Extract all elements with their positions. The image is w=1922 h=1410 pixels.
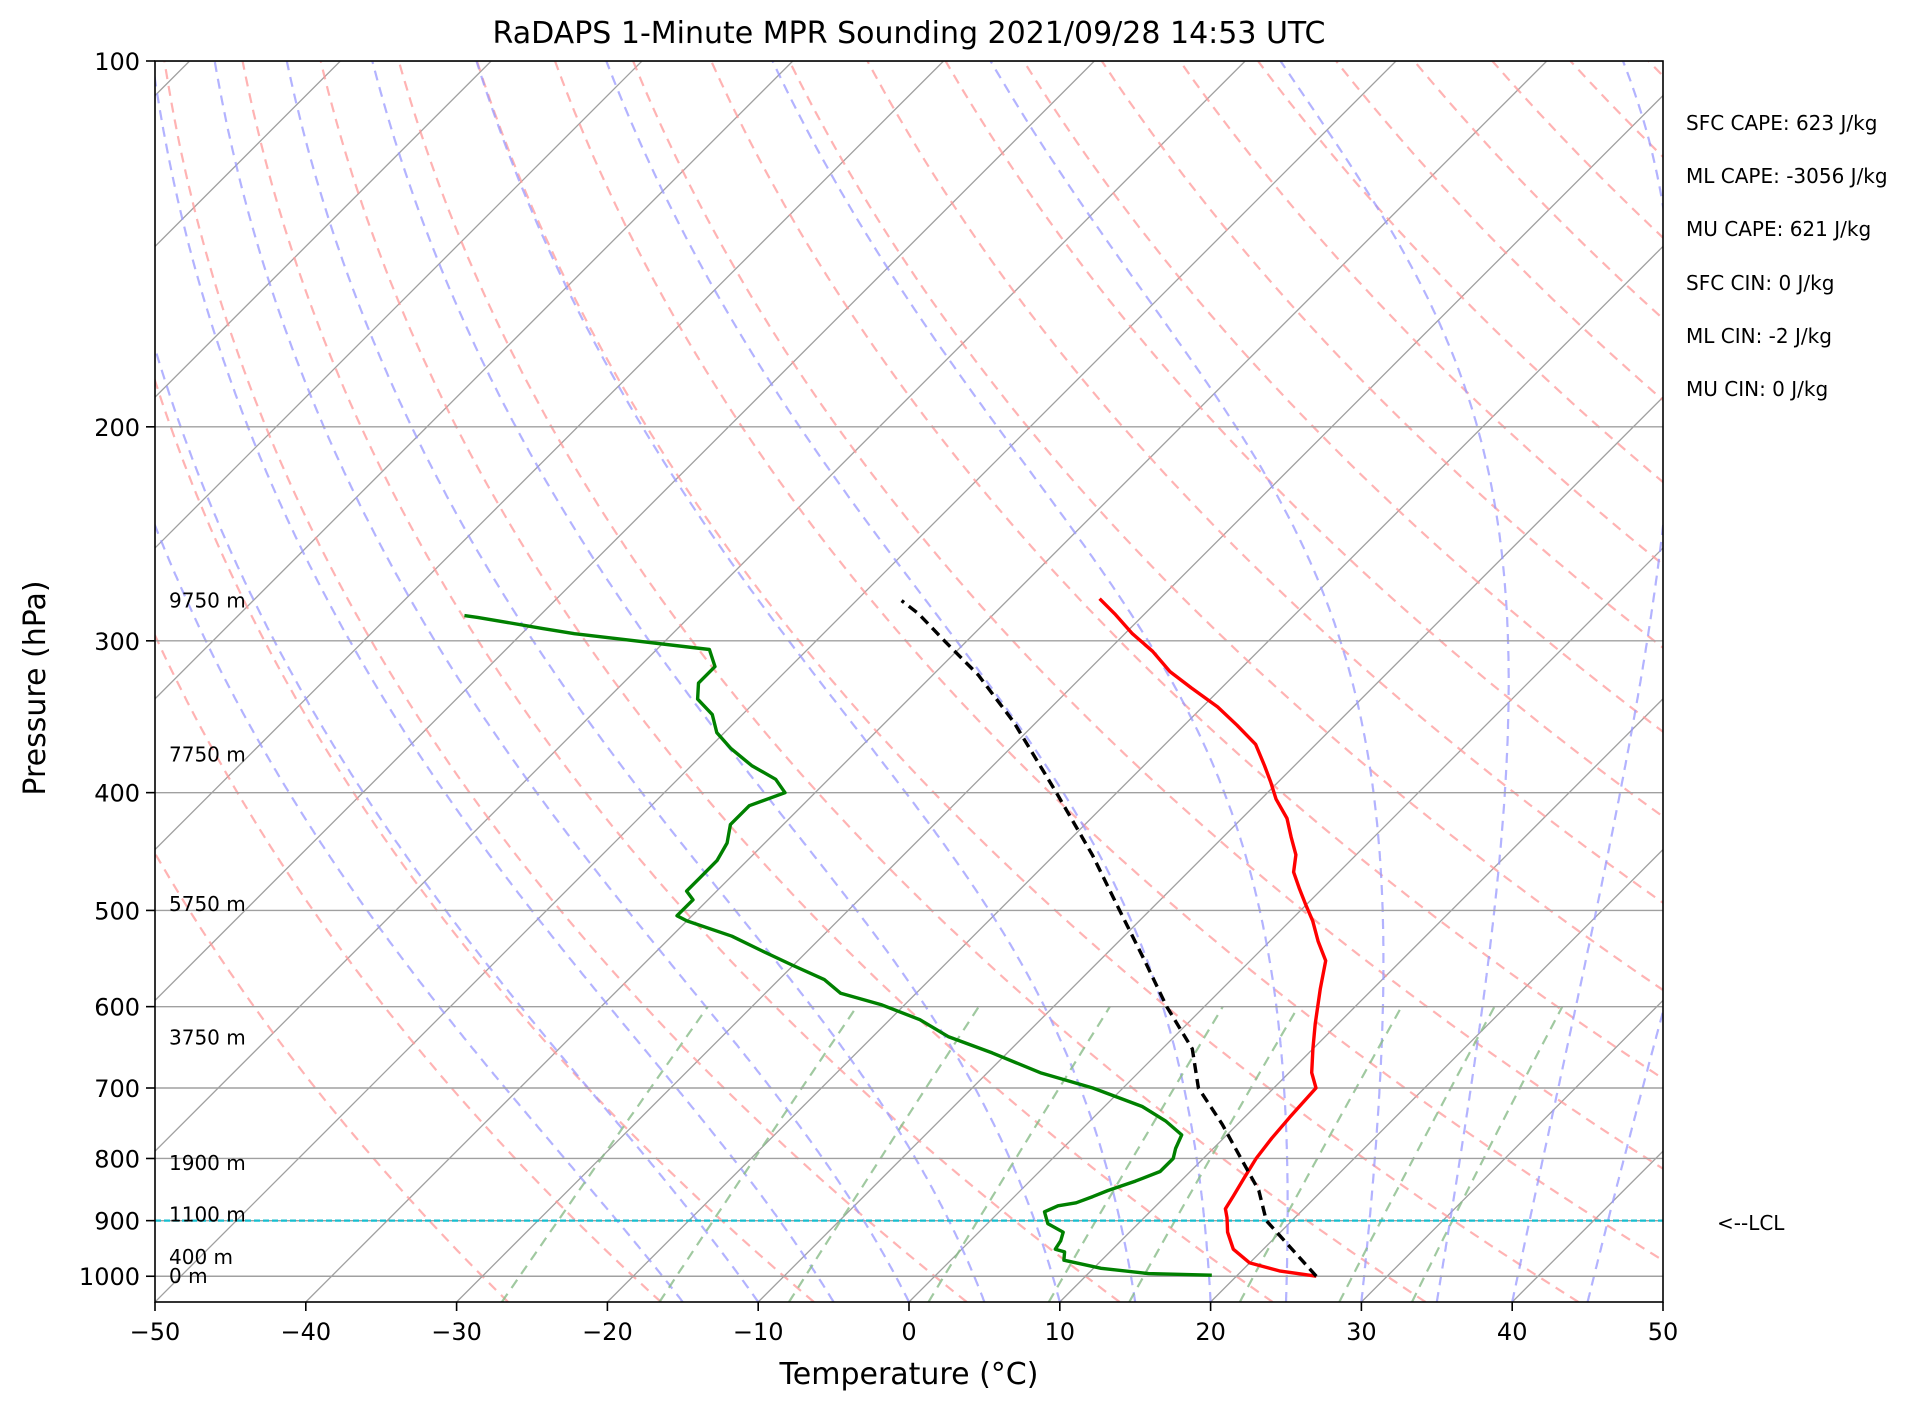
x-tick-label: 0 bbox=[901, 1318, 916, 1346]
x-axis-label: Temperature (°C) bbox=[779, 1357, 1039, 1392]
moist-adiabat-line bbox=[47, 61, 683, 1302]
height-label: 5750 m bbox=[169, 892, 246, 916]
mu-cape-annotation: MU CAPE: 621 J/kg bbox=[1686, 217, 1871, 241]
y-tick-label: 1000 bbox=[79, 1263, 140, 1291]
y-tick-label: 500 bbox=[94, 897, 140, 925]
height-label: 400 m bbox=[169, 1245, 233, 1269]
isotherm-line bbox=[1211, 61, 1922, 1302]
dry-adiabat-line bbox=[711, 61, 1922, 1302]
dry-adiabat-line bbox=[86, 61, 814, 1302]
moist-adiabat-line bbox=[1588, 61, 1890, 1302]
dry-adiabat-line bbox=[555, 61, 1731, 1302]
dry-adiabat-line bbox=[1649, 61, 1922, 1302]
sfc-cin-annotation: SFC CIN: 0 J/kg bbox=[1686, 271, 1834, 295]
isotherm-line bbox=[0, 61, 793, 1302]
y-tick-label: 100 bbox=[94, 48, 140, 76]
isotherm-line bbox=[1512, 61, 1922, 1302]
mixing-ratio-line bbox=[1129, 1007, 1298, 1302]
mixing-ratio-line bbox=[660, 1007, 857, 1302]
dry-adiabat-line bbox=[1570, 61, 1922, 1302]
cape-cin-annotations: SFC CAPE: 623 J/kg ML CAPE: -3056 J/kg M… bbox=[1686, 111, 1888, 401]
mixing-ratio-line bbox=[1412, 1007, 1562, 1302]
isotherm-line bbox=[1663, 61, 1922, 1302]
moist-adiabat-line bbox=[1512, 61, 1674, 1302]
dewpoint-line bbox=[464, 616, 1211, 1276]
dry-adiabat-line bbox=[8, 61, 661, 1302]
moist-adiabat-line bbox=[477, 61, 1136, 1302]
background-lines bbox=[0, 61, 1922, 1302]
x-tick-label: 20 bbox=[1195, 1318, 1226, 1346]
x-tick-label: 10 bbox=[1045, 1318, 1076, 1346]
y-tick-label: 800 bbox=[94, 1145, 140, 1173]
dry-adiabat-line bbox=[867, 61, 1922, 1302]
dry-adiabat-line bbox=[789, 61, 1922, 1302]
height-label: 1100 m bbox=[169, 1203, 246, 1227]
ml-cape-annotation: ML CAPE: -3056 J/kg bbox=[1686, 164, 1888, 188]
moist-adiabat-line bbox=[152, 61, 833, 1302]
isotherm-line bbox=[1814, 61, 1922, 1302]
y-tick-label: 400 bbox=[94, 780, 140, 808]
height-label: 7750 m bbox=[169, 742, 246, 766]
mixing-ratio-line bbox=[1240, 1007, 1402, 1302]
isotherm-line bbox=[306, 61, 1547, 1302]
x-tick-label: 50 bbox=[1648, 1318, 1679, 1346]
y-tick-label: 600 bbox=[94, 994, 140, 1022]
moist-adiabat-line bbox=[287, 61, 985, 1302]
isotherm-line bbox=[457, 61, 1698, 1302]
x-tick-label: −10 bbox=[733, 1318, 784, 1346]
ml-cin-annotation: ML CIN: -2 J/kg bbox=[1686, 324, 1832, 348]
isotherm-line bbox=[0, 61, 944, 1302]
y-axis-label: Pressure (hPa) bbox=[18, 580, 53, 795]
y-tick-label: 900 bbox=[94, 1208, 140, 1236]
mixing-ratio-line bbox=[1339, 1007, 1494, 1302]
x-tick-label: −20 bbox=[582, 1318, 633, 1346]
height-label: 1900 m bbox=[169, 1151, 246, 1175]
dry-adiabat-line bbox=[1336, 61, 1922, 1302]
x-tick-label: 40 bbox=[1497, 1318, 1528, 1346]
isotherm-line bbox=[0, 61, 1094, 1302]
x-tick-label: −30 bbox=[431, 1318, 482, 1346]
moist-adiabat-line bbox=[991, 61, 1384, 1302]
sounding-series bbox=[464, 599, 1325, 1276]
moist-adiabat-line bbox=[1281, 61, 1509, 1302]
isotherm-line bbox=[0, 61, 642, 1302]
x-tick-label: −40 bbox=[280, 1318, 331, 1346]
isotherm-line bbox=[0, 61, 491, 1302]
mixing-ratio-line bbox=[929, 1007, 1110, 1302]
height-label: 3750 m bbox=[169, 1025, 246, 1049]
y-tick-label: 300 bbox=[94, 628, 140, 656]
y-tick-label: 200 bbox=[94, 414, 140, 442]
dry-adiabat-line bbox=[164, 61, 966, 1302]
dry-adiabat-line bbox=[1492, 61, 1922, 1302]
dry-adiabat-line bbox=[1258, 61, 1922, 1302]
moist-adiabat-line bbox=[97, 61, 758, 1302]
dry-adiabat-line bbox=[1727, 61, 1922, 1302]
moist-adiabat-line bbox=[1663, 61, 1922, 1302]
parcel-line bbox=[902, 601, 1317, 1277]
dry-adiabat-line bbox=[0, 61, 508, 1302]
isotherm-line bbox=[155, 61, 1396, 1302]
dry-adiabat-line bbox=[1414, 61, 1922, 1302]
height-label: 9750 m bbox=[169, 589, 246, 613]
x-tick-label: 30 bbox=[1346, 1318, 1377, 1346]
dry-adiabat-line bbox=[946, 61, 1922, 1302]
chart-title: RaDAPS 1-Minute MPR Sounding 2021/09/28 … bbox=[493, 16, 1326, 51]
mu-cin-annotation: MU CIN: 0 J/kg bbox=[1686, 377, 1828, 401]
lcl-label: <--LCL bbox=[1717, 1211, 1785, 1235]
sfc-cape-annotation: SFC CAPE: 623 J/kg bbox=[1686, 111, 1877, 135]
mixing-ratio-line bbox=[789, 1007, 979, 1302]
y-tick-label: 700 bbox=[94, 1075, 140, 1103]
x-tick-label: −50 bbox=[130, 1318, 181, 1346]
